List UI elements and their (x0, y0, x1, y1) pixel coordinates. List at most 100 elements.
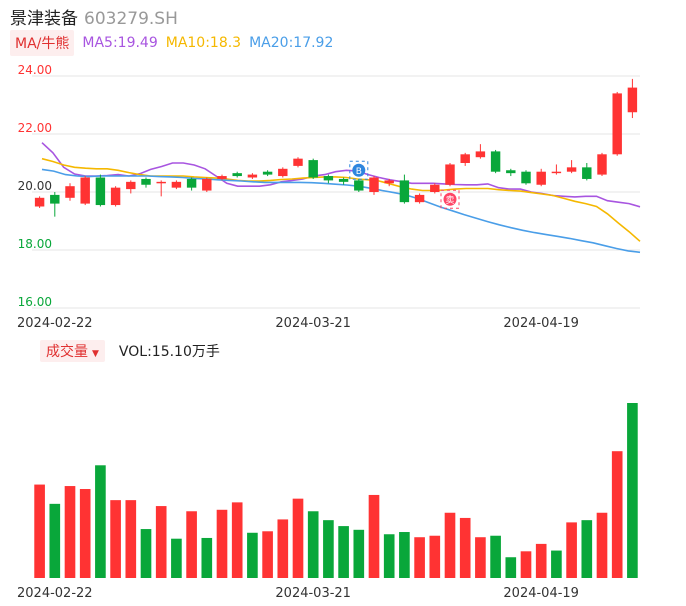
volume-bar (399, 532, 410, 578)
volume-bar (262, 531, 273, 578)
volume-bar (444, 512, 456, 578)
volume-bar (520, 551, 532, 578)
candle-body (171, 181, 182, 188)
stock-name: 景津装备 (10, 9, 78, 29)
y-tick-label: 16.00 (18, 295, 52, 309)
volume-bar (201, 537, 213, 578)
volume-bar (323, 520, 334, 578)
candle-body (50, 194, 60, 204)
candle-body (293, 158, 303, 166)
volume-bar (338, 526, 349, 578)
candle-body (308, 160, 318, 178)
volume-bar (459, 517, 471, 578)
y-tick-label: 18.00 (18, 237, 52, 251)
volume-bar (171, 538, 182, 578)
candle-body (369, 177, 379, 192)
sell-marker-frame (440, 189, 460, 209)
buy-marker-label: B (356, 167, 362, 177)
volume-bar (551, 550, 562, 578)
ma20-line (41, 168, 641, 254)
volume-bar (505, 557, 517, 578)
volume-bar (611, 451, 623, 578)
x-tick-label: 2024-04-19 (503, 316, 579, 331)
volume-legend: 成交量 ▼ VOL:15.10万手 (40, 340, 220, 362)
ma10-line (41, 157, 641, 242)
candle-body (126, 181, 136, 190)
ma10-legend: MA10:18.3 (165, 35, 242, 51)
volume-bar (64, 486, 76, 578)
volume-indicator-label: 成交量 (46, 344, 88, 360)
x-tick-label: 2024-02-22 (17, 316, 93, 331)
volume-bar (353, 529, 365, 578)
volume-bar (155, 506, 167, 578)
candle-body (460, 154, 470, 163)
candle-body (414, 194, 425, 203)
volume-bar (125, 500, 137, 578)
volume-bar (34, 484, 45, 578)
candlestick-series (34, 78, 638, 217)
candle-body (597, 154, 607, 175)
candle-body (202, 178, 212, 191)
stock-code: 603279.SH (84, 9, 178, 29)
candle-body (354, 180, 364, 191)
candle-body (445, 164, 455, 185)
y-tick-label: 22.00 (18, 121, 52, 135)
candle-body (186, 178, 197, 188)
candle-body (262, 171, 273, 175)
volume-bar (49, 503, 61, 578)
ma5-line (41, 142, 641, 208)
candle-body (95, 177, 106, 206)
volume-bar (596, 512, 608, 578)
stock-header: 景津装备 603279.SH (10, 4, 178, 29)
candle-body (323, 176, 334, 181)
candle-body (490, 151, 501, 172)
candle-body (278, 168, 288, 177)
ma-indicator-selector[interactable]: MA/牛熊 (10, 30, 75, 56)
candle-body (141, 178, 151, 185)
candle-body (80, 177, 90, 204)
ma20-legend: MA20:17.92 (249, 35, 334, 51)
volume-value: VOL:15.10万手 (118, 344, 220, 360)
volume-bar (79, 489, 91, 578)
x-tick-label: 2024-03-21 (275, 316, 351, 331)
axis-labels: 16.00 18.00 20.00 22.00 24.00 2024-02-22 2024-… (17, 63, 579, 601)
y-tick-label: 20.00 (18, 179, 52, 193)
volume-bar (277, 519, 289, 578)
caret-down-icon: ▼ (92, 349, 99, 359)
volume-indicator-selector[interactable]: 成交量 ▼ (40, 340, 105, 362)
y-tick-label: 24.00 (18, 63, 52, 77)
volume-bar (475, 537, 486, 578)
volume-bar (247, 532, 258, 578)
ma-legend: MA/牛熊 MA5:19.49 MA10:18.3 MA20:17.92 (10, 30, 333, 56)
volume-bar (581, 520, 593, 578)
sell-marker-label: 卖 (445, 195, 454, 206)
sell-marker-icon (443, 192, 457, 206)
candle-body (217, 176, 227, 179)
candle-body (521, 171, 531, 184)
volume-bar (566, 522, 577, 578)
volume-bar (292, 498, 304, 578)
x-tick-label: 2024-02-22 (17, 586, 93, 601)
candle-body (232, 173, 242, 177)
volume-bar (368, 494, 380, 578)
moving-average-lines (41, 142, 641, 254)
volume-bar (110, 500, 121, 578)
candle-body (627, 87, 638, 113)
candle-body (475, 151, 486, 158)
candle-body (536, 171, 546, 185)
volume-bar (383, 534, 395, 578)
candle-body (384, 180, 394, 184)
volume-bars (34, 403, 638, 578)
trade-markers: B卖 (349, 160, 460, 209)
price-grid (32, 75, 640, 309)
x-tick-label: 2024-04-19 (503, 586, 579, 601)
candle-body (65, 186, 75, 198)
candle-body (612, 93, 622, 155)
candle-body (156, 181, 166, 184)
volume-bar (414, 537, 425, 578)
candle-body (506, 170, 516, 174)
candle-body (399, 180, 410, 203)
candle-body (247, 174, 258, 178)
volume-bar (216, 509, 228, 578)
volume-bar (535, 543, 547, 578)
